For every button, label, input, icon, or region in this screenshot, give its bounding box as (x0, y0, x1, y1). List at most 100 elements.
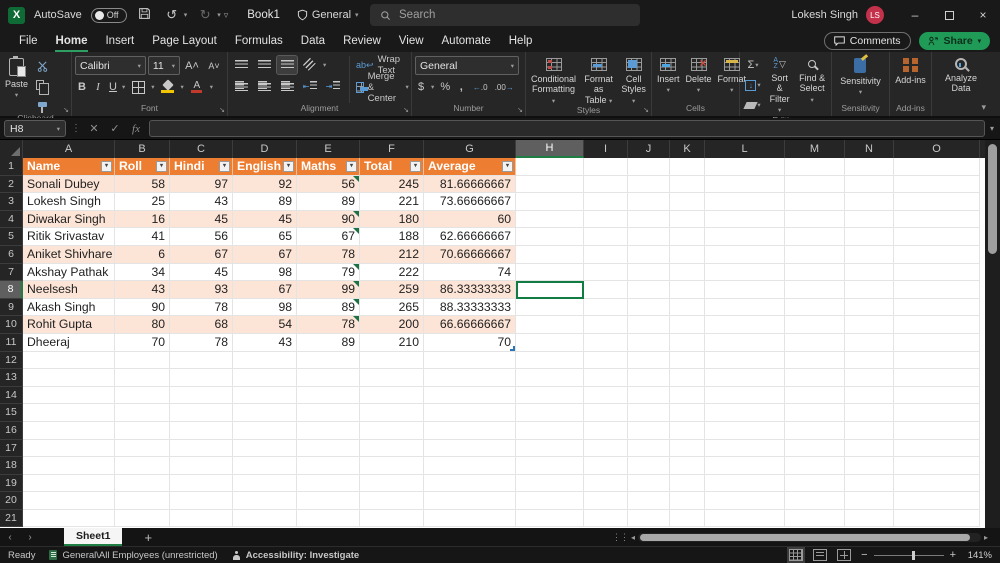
cell-B16[interactable] (115, 421, 170, 440)
cell-G6[interactable]: 70.66666667 (424, 245, 516, 264)
cell-C15[interactable] (170, 404, 233, 422)
cell-C20[interactable] (170, 492, 233, 510)
cell-I8[interactable] (584, 281, 628, 299)
cell-D13[interactable] (233, 369, 297, 387)
cell-D10[interactable]: 54 (233, 316, 297, 334)
cell-H10[interactable] (516, 316, 584, 334)
tab-formulas[interactable]: Formulas (234, 35, 283, 47)
align-top-button[interactable] (231, 56, 251, 74)
cell-N6[interactable] (845, 245, 894, 264)
horizontal-scrollbar-track[interactable] (638, 532, 981, 542)
row-header-6[interactable]: 6 (0, 245, 23, 264)
cell-K4[interactable] (670, 210, 705, 229)
cell-I21[interactable] (584, 509, 628, 528)
underline-button[interactable]: U (109, 81, 117, 93)
cell-H6[interactable] (516, 245, 584, 264)
cell-H11[interactable] (516, 333, 584, 352)
column-header-B[interactable]: B (115, 140, 170, 158)
cell-N17[interactable] (845, 439, 894, 458)
cell-I9[interactable] (584, 298, 628, 317)
row-header-20[interactable]: 20 (0, 492, 23, 510)
cell-N13[interactable] (845, 369, 894, 387)
styles-dialog-launcher[interactable]: ↘ (643, 107, 649, 114)
cell-H14[interactable] (516, 386, 584, 405)
cell-F19[interactable] (360, 474, 424, 493)
autosum-button[interactable]: Σ ▾ (747, 59, 759, 71)
row-header-8[interactable]: 8 (0, 281, 23, 299)
cell-M1[interactable] (785, 158, 845, 176)
font-size-select[interactable]: 11 ▾ (147, 56, 180, 75)
row-header-9[interactable]: 9 (0, 298, 23, 317)
filter-button-hindi[interactable]: ▾ (219, 161, 230, 172)
cell-K5[interactable] (670, 228, 705, 246)
cell-N2[interactable] (845, 175, 894, 194)
cell-K17[interactable] (670, 439, 705, 458)
cell-F1[interactable]: Total ▾ (360, 158, 424, 176)
cell-J10[interactable] (628, 316, 670, 334)
cell-B12[interactable] (115, 351, 170, 370)
cell-K13[interactable] (670, 369, 705, 387)
cell-E21[interactable] (297, 509, 360, 528)
cell-L13[interactable] (705, 369, 785, 387)
row-header-18[interactable]: 18 (0, 457, 23, 475)
find-select-button[interactable]: Find & Select ▾ (796, 56, 828, 115)
cell-C10[interactable]: 68 (170, 316, 233, 334)
horizontal-scrollbar[interactable]: ⋮⋮ ◂ ▸ (612, 532, 988, 543)
cell-C1[interactable]: Hindi ▾ (170, 158, 233, 176)
cell-D2[interactable]: 92 (233, 175, 297, 194)
borders-button[interactable] (128, 78, 148, 96)
accessibility-status[interactable]: Accessibility: Investigate (232, 550, 359, 561)
cell-L12[interactable] (705, 351, 785, 370)
cell-G8[interactable]: 86.33333333 (424, 281, 516, 299)
cell-E15[interactable] (297, 404, 360, 422)
cell-I16[interactable] (584, 421, 628, 440)
insert-cells-button[interactable]: Insert ▾ (655, 56, 682, 103)
cell-H17[interactable] (516, 439, 584, 458)
filter-button-maths[interactable]: ▾ (346, 161, 357, 172)
filter-button-roll[interactable]: ▾ (156, 161, 167, 172)
close-button[interactable]: × (979, 8, 987, 22)
cell-D12[interactable] (233, 351, 297, 370)
cell-M17[interactable] (785, 439, 845, 458)
cell-A7[interactable]: Akshay Pathak (23, 263, 115, 282)
column-header-H[interactable]: H (516, 140, 584, 158)
cell-L15[interactable] (705, 404, 785, 422)
row-header-10[interactable]: 10 (0, 316, 23, 334)
cell-O16[interactable] (894, 421, 980, 440)
cell-F2[interactable]: 245 (360, 175, 424, 194)
cell-F8[interactable]: 259 (360, 281, 424, 299)
cell-O14[interactable] (894, 386, 980, 405)
cell-K20[interactable] (670, 492, 705, 510)
cell-M4[interactable] (785, 210, 845, 229)
decrease-font-button[interactable]: A˅ (208, 60, 220, 71)
cell-A9[interactable]: Akash Singh (23, 298, 115, 317)
cell-I4[interactable] (584, 210, 628, 229)
tab-home[interactable]: Home (47, 32, 97, 52)
decrease-indent-button[interactable]: ⇤ (300, 77, 320, 95)
cell-I20[interactable] (584, 492, 628, 510)
cell-K16[interactable] (670, 421, 705, 440)
row-header-14[interactable]: 14 (0, 386, 23, 405)
cell-E9[interactable]: 89 (297, 298, 360, 317)
cell-D14[interactable] (233, 386, 297, 405)
cell-M5[interactable] (785, 228, 845, 246)
column-header-G[interactable]: G (424, 140, 516, 158)
cell-J19[interactable] (628, 474, 670, 493)
tab-page-layout[interactable]: Page Layout (152, 35, 217, 47)
cell-L2[interactable] (705, 175, 785, 194)
cell-D15[interactable] (233, 404, 297, 422)
align-middle-button[interactable] (254, 56, 274, 74)
align-left-button[interactable] (231, 77, 251, 95)
cell-J1[interactable] (628, 158, 670, 176)
cell-C21[interactable] (170, 509, 233, 528)
horizontal-scrollbar-thumb[interactable] (640, 533, 971, 541)
cell-E13[interactable] (297, 369, 360, 387)
column-header-D[interactable]: D (233, 140, 297, 158)
cell-G5[interactable]: 62.66666667 (424, 228, 516, 246)
cell-F21[interactable] (360, 509, 424, 528)
cell-L20[interactable] (705, 492, 785, 510)
cell-L10[interactable] (705, 316, 785, 334)
cell-G7[interactable]: 74 (424, 263, 516, 282)
cell-N3[interactable] (845, 193, 894, 211)
cell-H20[interactable] (516, 492, 584, 510)
